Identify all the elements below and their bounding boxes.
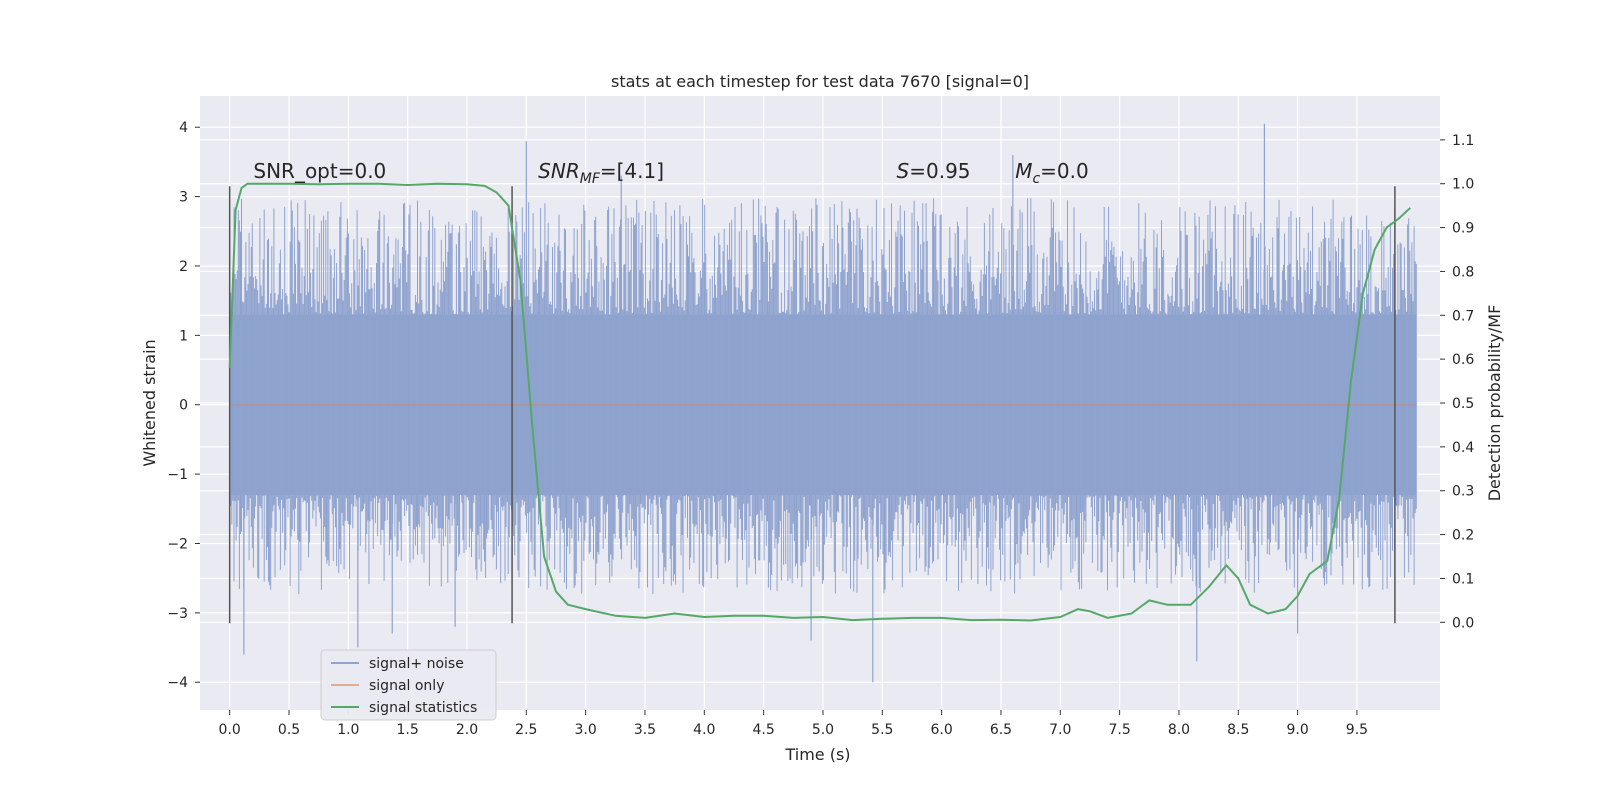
x-tick-label-1: 0.5 [278,722,300,738]
x-tick-label-5: 2.5 [515,722,537,738]
x-tick-label-17: 8.5 [1227,722,1249,738]
series-signal-statistics [228,182,1411,622]
x-tick-label-15: 7.5 [1108,722,1130,738]
vertical-markers [228,186,1396,624]
annotation-1: SNRMF=[4.1] [538,159,664,187]
x-axis-label: Time (s) [784,745,850,764]
y2-tick-label-7: 0.7 [1452,308,1474,324]
legend-label-signal-only: signal only [369,678,444,694]
annotation-3: Mc=0.0 [1015,159,1089,187]
y-axis-label: Whitened strain [140,339,159,466]
x-tick-label-3: 1.5 [397,722,419,738]
x-tick-label-6: 3.0 [575,722,597,738]
x-tick-label-18: 9.0 [1286,722,1308,738]
x-tick-label-4: 2.0 [456,722,478,738]
x-tick-label-7: 3.5 [634,722,656,738]
y2-axis-label: Detection probability/MF [1485,305,1504,502]
y2-tick-label-9: 0.9 [1452,221,1474,237]
legend-label-signal-noise: signal+ noise [369,656,464,672]
x-tick-label-11: 5.5 [871,722,893,738]
x-tick-label-10: 5.0 [812,722,834,738]
y2-tick-label-11: 1.1 [1452,133,1474,149]
x-tick-label-13: 6.5 [990,722,1012,738]
y-tick-label-7: 3 [179,190,188,206]
y-tick-label-8: 4 [179,120,188,136]
y2-tick-label-0: 0.0 [1452,615,1474,631]
annotation-2: S=0.95 [897,159,971,183]
y2-axis-ticks: 0.0 0.1 0.2 0.3 0.4 0.5 0.6 0.7 0.8 0.9 1.0 1.1 [1440,133,1474,631]
y2-tick-label-10: 1.0 [1452,177,1474,193]
y-tick-label-4: 0 [179,398,188,414]
legend: signal+ noise signal only signal statist… [320,649,497,721]
chart-title: stats at each timestep for test data 767… [611,72,1029,91]
y-tick-label-5: 1 [179,328,188,344]
y-tick-label-2: −2 [167,536,188,552]
x-tick-label-19: 9.5 [1346,722,1368,738]
y-axis-ticks: −4 −3 −2 −1 0 1 2 3 4 [167,120,200,691]
x-tick-label-12: 6.0 [930,722,952,738]
x-axis-ticks: 0.0 0.5 1.0 1.5 2.0 2.5 3.0 3.5 4.0 4.5 5.0 5.5 6.0 6… [219,710,1368,738]
y-tick-label-0: −4 [167,675,188,691]
series-signal-noise [229,123,1417,683]
annotation-0: SNR_opt=0.0 [253,159,386,183]
y2-tick-label-2: 0.2 [1452,528,1474,544]
y-tick-label-6: 2 [179,259,188,275]
legend-label-signal-statistics: signal statistics [369,700,477,716]
x-tick-label-0: 0.0 [219,722,241,738]
y2-tick-label-5: 0.5 [1452,396,1474,412]
series-signal-statistics-group [228,182,1411,622]
y-tick-label-1: −3 [167,606,188,622]
y2-tick-label-6: 0.6 [1452,352,1474,368]
x-tick-label-16: 8.0 [1168,722,1190,738]
x-tick-label-2: 1.0 [337,722,359,738]
y2-tick-label-1: 0.1 [1452,571,1474,587]
legend-box [320,649,497,721]
annotations: SNR_opt=0.0 SNRMF=[4.1] S=0.95 Mc=0.0 [253,159,1088,187]
y-tick-label-3: −1 [167,467,188,483]
x-tick-label-9: 4.5 [753,722,775,738]
y2-tick-label-8: 0.8 [1452,264,1474,280]
x-tick-label-14: 7.0 [1049,722,1071,738]
y2-tick-label-4: 0.4 [1452,440,1474,456]
x-tick-label-8: 4.0 [693,722,715,738]
y2-tick-label-3: 0.3 [1452,484,1474,500]
